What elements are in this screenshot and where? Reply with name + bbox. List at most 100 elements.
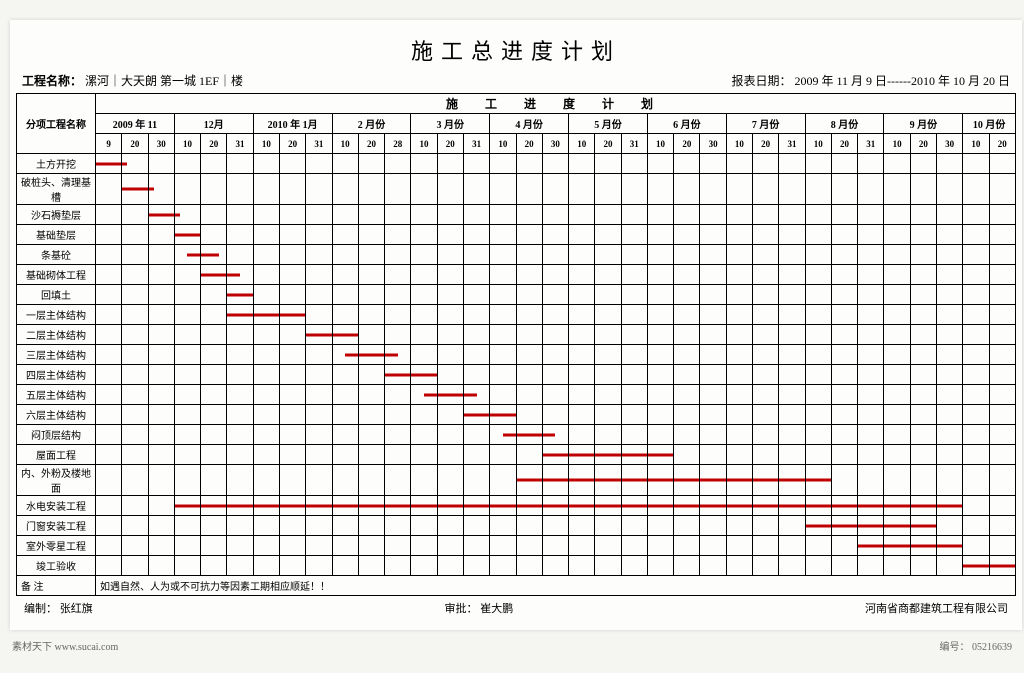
gantt-cell [753,225,779,245]
gantt-cell [96,516,122,536]
gantt-cell [490,365,516,385]
gantt-cell [779,265,805,285]
gantt-cell [437,385,463,405]
gantt-cell [569,265,595,285]
gantt-cell [358,556,384,576]
day-header-1-2: 31 [227,134,253,154]
gantt-cell [647,465,673,496]
gantt-cell [700,385,726,405]
gantt-cell [437,154,463,174]
gantt-cell [96,285,122,305]
day-header-9-0: 10 [805,134,831,154]
gantt-cell [490,205,516,225]
gantt-bar [333,504,358,507]
gantt-cell [516,536,542,556]
gantt-cell [989,385,1015,405]
gantt-cell [805,154,831,174]
gantt-cell [726,265,752,285]
task-name-13: 闷顶层结构 [17,425,96,445]
gantt-cell [726,285,752,305]
gantt-cell [437,465,463,496]
gantt-cell [122,345,148,365]
gantt-cell [332,536,358,556]
gantt-cell [227,536,253,556]
task-name-5: 基础砌体工程 [17,265,96,285]
day-header-9-2: 31 [858,134,884,154]
gantt-cell [437,305,463,325]
notes-row: 备 注如遇自然、人为或不可抗力等因素工期相应顺延！！ [17,576,1016,596]
gantt-cell [621,405,647,425]
project-meta: 工程名称： 漯河｜大天朗 第一城 1EF｜楼 [22,72,243,89]
gantt-cell [437,445,463,465]
gantt-cell [279,154,305,174]
gantt-cell [122,325,148,345]
gantt-cell [174,516,200,536]
gantt-cell [910,465,936,496]
gantt-cell [201,174,227,205]
gantt-cell [858,425,884,445]
gantt-cell [332,345,358,365]
gantt-cell [385,536,411,556]
gantt-cell [490,154,516,174]
gantt-cell [542,345,568,365]
gantt-cell [937,225,963,245]
gantt-cell [516,265,542,285]
gantt-cell [910,154,936,174]
gantt-bar [149,213,174,216]
gantt-cell [122,205,148,225]
gantt-cell [989,154,1015,174]
gantt-cell [516,556,542,576]
gantt-cell [411,445,437,465]
gantt-bar [175,504,200,507]
gantt-cell [805,325,831,345]
gantt-cell [937,245,963,265]
gantt-cell [805,245,831,265]
gantt-cell [805,425,831,445]
day-header-2-2: 31 [306,134,332,154]
gantt-cell [647,365,673,385]
gantt-cell [174,385,200,405]
gantt-cell [569,556,595,576]
task-name-2: 沙石褥垫层 [17,205,96,225]
task-name-8: 二层主体结构 [17,325,96,345]
gantt-cell [858,325,884,345]
gantt-cell [332,445,358,465]
gantt-cell [884,245,910,265]
gantt-bar [517,479,542,482]
gantt-cell [621,496,647,516]
month-header-8: 7 月份 [726,114,805,134]
gantt-cell [201,245,227,265]
gantt-cell [674,385,700,405]
gantt-bar [937,504,962,507]
gantt-cell [122,174,148,205]
gantt-cell [227,225,253,245]
gantt-bar [779,504,804,507]
gantt-cell [253,345,279,365]
day-header-8-2: 31 [779,134,805,154]
gantt-cell [569,425,595,445]
gantt-cell [306,425,332,445]
gantt-cell [700,285,726,305]
gantt-cell [621,265,647,285]
gantt-cell [96,405,122,425]
gantt-cell [306,205,332,225]
gantt-cell [779,285,805,305]
gantt-cell [805,305,831,325]
month-header-3: 2 月份 [332,114,411,134]
gantt-cell [253,154,279,174]
gantt-cell [700,556,726,576]
gantt-cell [647,536,673,556]
gantt-cell [779,465,805,496]
gantt-cell [621,556,647,576]
gantt-cell [516,305,542,325]
gantt-cell [332,365,358,385]
month-header-7: 6 月份 [647,114,726,134]
day-header-1-0: 10 [174,134,200,154]
gantt-bar [306,504,331,507]
gantt-cell [910,365,936,385]
gantt-bar [227,293,252,296]
gantt-bar [753,504,778,507]
gantt-cell [595,365,621,385]
gantt-cell [779,496,805,516]
gantt-cell [201,496,227,516]
